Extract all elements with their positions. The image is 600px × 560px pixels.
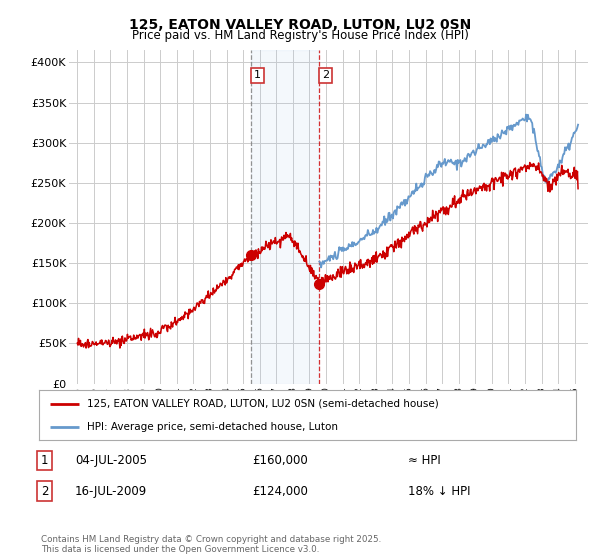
Text: 16-JUL-2009: 16-JUL-2009: [75, 484, 147, 498]
Text: HPI: Average price, semi-detached house, Luton: HPI: Average price, semi-detached house,…: [88, 422, 338, 432]
Text: 18% ↓ HPI: 18% ↓ HPI: [408, 484, 470, 498]
Text: 04-JUL-2005: 04-JUL-2005: [75, 454, 147, 467]
Text: 125, EATON VALLEY ROAD, LUTON, LU2 0SN (semi-detached house): 125, EATON VALLEY ROAD, LUTON, LU2 0SN (…: [88, 399, 439, 409]
Bar: [251, 50, 319, 384]
Text: 1: 1: [254, 71, 261, 81]
Text: Price paid vs. HM Land Registry's House Price Index (HPI): Price paid vs. HM Land Registry's House …: [131, 29, 469, 42]
Text: 2: 2: [41, 484, 49, 498]
Text: £160,000: £160,000: [252, 454, 308, 467]
Text: 2: 2: [322, 71, 329, 81]
Text: 125, EATON VALLEY ROAD, LUTON, LU2 0SN: 125, EATON VALLEY ROAD, LUTON, LU2 0SN: [129, 18, 471, 32]
Text: 1: 1: [41, 454, 49, 467]
Text: ≈ HPI: ≈ HPI: [408, 454, 441, 467]
Text: Contains HM Land Registry data © Crown copyright and database right 2025.
This d: Contains HM Land Registry data © Crown c…: [41, 535, 381, 554]
Text: £124,000: £124,000: [252, 484, 308, 498]
